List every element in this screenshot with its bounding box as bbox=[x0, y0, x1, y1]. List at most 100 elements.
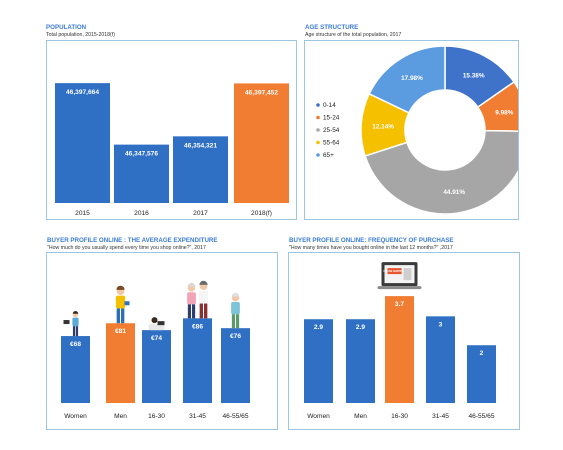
population-title: POPULATION bbox=[46, 24, 87, 31]
person-torso-icon bbox=[115, 295, 126, 309]
frequency-bar bbox=[346, 319, 375, 403]
age-slice-label: 15.38% bbox=[463, 73, 485, 80]
frequency-bar-value: 2 bbox=[480, 350, 484, 357]
age-legend-label: 65+ bbox=[323, 152, 334, 159]
age-slice-label: 17.98% bbox=[401, 75, 423, 82]
expenditure-chart: €68 Women €81 Men €74 16-30 €86 31-45 €76 46-55/6… bbox=[61, 280, 250, 420]
expenditure-tick-label: 46-55/65 bbox=[222, 413, 248, 420]
person-leg-icon bbox=[187, 304, 192, 319]
person-hair-icon bbox=[116, 285, 125, 290]
person-torso-icon bbox=[187, 292, 196, 305]
frequency-chart-frame: 2.9 Women 2.9 Men 3.7 16-30 3 31-45 2 46-55/65 ONL… bbox=[288, 252, 520, 430]
frequency-bar-value: 3 bbox=[439, 321, 443, 328]
person-leg-icon bbox=[72, 326, 76, 337]
population-bar bbox=[55, 83, 110, 203]
frequency-subtitle: "How many times have you bought online i… bbox=[289, 245, 453, 251]
person-leg-icon bbox=[231, 314, 236, 329]
population-bar bbox=[114, 144, 169, 203]
frequency-title: BUYER PROFILE ONLINE: FREQUENCY OF PURCH… bbox=[289, 237, 454, 244]
population-chart: 46,397,664 2015 46,347,576 2016 46,354,321 20… bbox=[55, 83, 289, 217]
population-bar-value: 46,347,576 bbox=[125, 151, 158, 158]
seated-head-icon bbox=[151, 317, 158, 324]
population-tick-label: 2015 bbox=[75, 210, 90, 217]
laptop-content-icon bbox=[403, 268, 412, 281]
expenditure-tick-label: Men bbox=[114, 413, 127, 420]
frequency-bar bbox=[426, 316, 455, 403]
age-legend-marker bbox=[316, 140, 320, 145]
frequency-tick-label: 16-30 bbox=[391, 413, 408, 420]
frequency-bar-value: 3.7 bbox=[395, 301, 404, 308]
age-chart: 15.38% 9.98% 44.91% 12.14% 17.98% 0-14 15-24 25… bbox=[316, 45, 530, 215]
online-shopping-badge-text: ONLINE SHOPPING bbox=[383, 270, 405, 273]
frequency-bar-value: 2.9 bbox=[314, 324, 323, 331]
person-hair-icon bbox=[187, 282, 196, 287]
person-leg-icon bbox=[116, 308, 120, 324]
age-legend-marker bbox=[316, 153, 320, 157]
age-legend-label: 55-64 bbox=[323, 140, 340, 147]
expenditure-bar bbox=[61, 336, 90, 403]
population-tick-label: 2016 bbox=[134, 210, 149, 217]
expenditure-subtitle: "How much do you usually spend every tim… bbox=[47, 245, 206, 251]
person-hair-icon bbox=[72, 311, 79, 314]
online-shopping-badge-icon bbox=[387, 268, 402, 275]
age-legend-label: 0-14 bbox=[323, 102, 336, 109]
expenditure-tick-label: 31-45 bbox=[189, 413, 206, 420]
expenditure-tick-label: Women bbox=[64, 413, 87, 420]
age-legend-label: 15-24 bbox=[323, 115, 340, 122]
expenditure-bar bbox=[106, 323, 135, 403]
population-bar-value: 46,354,321 bbox=[184, 142, 217, 149]
population-bar-value: 46,397,452 bbox=[245, 89, 278, 96]
expenditure-bar-value: €81 bbox=[115, 328, 126, 335]
expenditure-bar-value: €86 bbox=[192, 323, 203, 330]
person-torso-icon bbox=[72, 317, 79, 327]
age-legend-marker bbox=[316, 115, 320, 120]
frequency-bar bbox=[467, 345, 496, 403]
expenditure-tick-label: 16-30 bbox=[148, 413, 165, 420]
seated-person-icon bbox=[148, 324, 165, 331]
frequency-tick-label: Women bbox=[307, 413, 330, 420]
age-chart-frame: 15.38% 9.98% 44.91% 12.14% 17.98% 0-14 15-24 25… bbox=[304, 40, 530, 220]
person-leg-icon bbox=[191, 304, 196, 319]
expenditure-bar-value: €68 bbox=[70, 341, 81, 348]
age-slice-label: 44.91% bbox=[443, 189, 465, 196]
laptop-icon bbox=[157, 321, 165, 326]
expenditure-bar-value: €76 bbox=[230, 333, 241, 340]
laptop-icon bbox=[63, 320, 70, 325]
age-slice bbox=[364, 129, 530, 215]
tablet-icon bbox=[124, 301, 130, 306]
person-leg-icon bbox=[121, 308, 125, 324]
population-bar bbox=[234, 83, 289, 203]
frequency-bar bbox=[385, 296, 414, 403]
expenditure-bar bbox=[183, 318, 212, 403]
frequency-tick-label: 46-55/65 bbox=[468, 413, 494, 420]
person-hair-icon bbox=[231, 292, 240, 297]
population-bar-value: 46,397,664 bbox=[66, 89, 99, 96]
population-tick-label: 2017 bbox=[193, 210, 208, 217]
age-slice-label: 12.14% bbox=[372, 123, 394, 130]
person-leg-icon bbox=[204, 303, 208, 319]
age-slice-label: 9.98% bbox=[495, 109, 513, 116]
age-legend-label: 25-54 bbox=[323, 127, 340, 134]
frequency-chart: 2.9 Women 2.9 Men 3.7 16-30 3 31-45 2 46-55/65 ONL… bbox=[304, 262, 496, 420]
frequency-bar bbox=[304, 319, 333, 403]
age-legend-marker bbox=[316, 128, 320, 132]
age-subtitle: Age structure of the total population, 2… bbox=[305, 32, 402, 38]
person-torso-icon bbox=[231, 302, 240, 315]
expenditure-bar bbox=[142, 330, 171, 403]
population-chart-frame: 46,397,664 2015 46,347,576 2016 46,354,321 20… bbox=[46, 40, 297, 220]
frequency-bar-value: 2.9 bbox=[356, 324, 365, 331]
person-leg-icon bbox=[75, 326, 79, 337]
person-leg-icon bbox=[199, 303, 203, 319]
expenditure-bar bbox=[221, 328, 250, 403]
person-torso-icon bbox=[198, 290, 209, 304]
age-legend-marker bbox=[316, 103, 320, 107]
frequency-tick-label: 31-45 bbox=[432, 413, 449, 420]
population-subtitle: Total population, 2015-2018(f) bbox=[46, 32, 115, 38]
laptop-base-icon bbox=[377, 286, 422, 290]
population-bar bbox=[173, 136, 228, 203]
person-hair-icon bbox=[199, 280, 208, 285]
population-tick-label: 2018(f) bbox=[251, 210, 272, 217]
expenditure-title: BUYER PROFILE ONLINE : THE AVERAGE EXPEN… bbox=[47, 237, 218, 244]
age-slice bbox=[368, 45, 446, 114]
age-title: AGE STRUCTURE bbox=[305, 24, 359, 31]
